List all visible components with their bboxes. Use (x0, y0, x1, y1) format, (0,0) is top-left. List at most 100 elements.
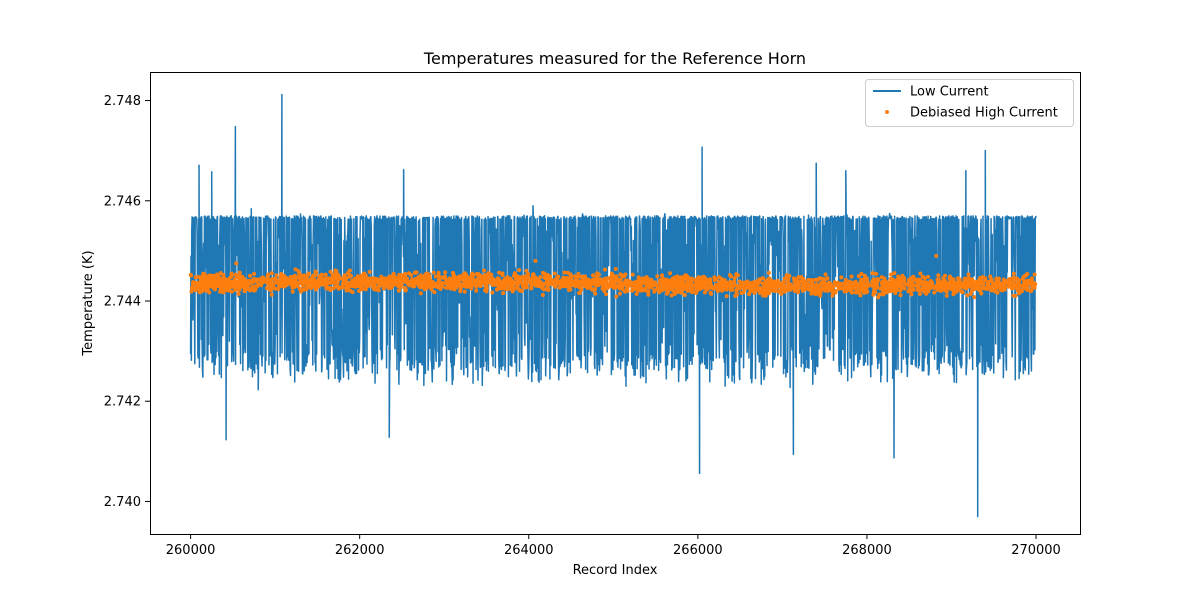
scatter-point (944, 282, 949, 287)
scatter-point (926, 282, 931, 287)
scatter-point (682, 292, 687, 297)
scatter-point (670, 285, 675, 290)
scatter-point (966, 272, 971, 277)
scatter-point (1020, 283, 1025, 288)
scatter-point (357, 289, 362, 294)
scatter-point (634, 292, 639, 297)
scatter-point (1007, 277, 1012, 282)
scatter-point (208, 275, 213, 280)
scatter-point (397, 275, 402, 280)
scatter-point (443, 270, 448, 275)
scatter-point (193, 275, 198, 280)
scatter-point (447, 279, 452, 284)
scatter-point (269, 271, 274, 276)
scatter-point (353, 277, 358, 282)
scatter-point (748, 285, 753, 290)
scatter-point (353, 281, 358, 286)
scatter-point (1013, 293, 1018, 298)
scatter-point (645, 276, 650, 281)
scatter-point (360, 282, 365, 287)
scatter-point (641, 281, 646, 286)
scatter-point (620, 287, 625, 292)
scatter-point (616, 277, 621, 282)
scatter-point (636, 275, 641, 280)
scatter-point (431, 284, 436, 289)
scatter-point (223, 288, 228, 293)
scatter-point (799, 275, 804, 280)
scatter-point (599, 277, 604, 282)
scatter-point (849, 274, 854, 279)
scatter-point (242, 280, 247, 285)
scatter-point (335, 280, 340, 285)
scatter-point (476, 272, 481, 277)
scatter-point (815, 277, 820, 282)
scatter-point (436, 273, 441, 278)
scatter-point (781, 279, 786, 284)
scatter-point (674, 285, 679, 290)
scatter-point (282, 273, 287, 278)
scatter-point (458, 284, 463, 289)
scatter-point (236, 291, 241, 296)
scatter-point (862, 282, 867, 287)
scatter-point (342, 273, 347, 278)
scatter-point (557, 285, 562, 290)
scatter-point (687, 288, 692, 293)
scatter-point (721, 286, 726, 291)
scatter-point (621, 274, 626, 279)
scatter-point (951, 277, 956, 282)
scatter-point (693, 290, 698, 295)
scatter-point (298, 289, 303, 294)
scatter-point (1026, 280, 1031, 285)
scatter-point (528, 277, 533, 282)
scatter-point (380, 279, 385, 284)
scatter-point (769, 288, 774, 293)
scatter-point (911, 274, 916, 279)
scatter-point (208, 280, 213, 285)
scatter-point (216, 277, 221, 282)
scatter-point (333, 275, 338, 280)
scatter-point (417, 278, 422, 283)
scatter-point (221, 277, 226, 282)
scatter-point (439, 284, 444, 289)
scatter-point (403, 279, 408, 284)
scatter-point (979, 291, 984, 296)
scatter-point (971, 281, 976, 286)
scatter-point (957, 283, 962, 288)
scatter-point (252, 277, 257, 282)
scatter-point (284, 280, 289, 285)
scatter-point (268, 283, 273, 288)
scatter-point (708, 284, 713, 289)
scatter-point (484, 279, 489, 284)
scatter-point (838, 281, 843, 286)
scatter-point (316, 284, 321, 289)
scatter-point (818, 290, 823, 295)
scatter-point (588, 280, 593, 285)
scatter-point (1012, 283, 1017, 288)
scatter-point (622, 280, 627, 285)
scatter-point (1033, 281, 1038, 286)
scatter-point (276, 287, 281, 292)
scatter-point (570, 283, 575, 288)
scatter-point (724, 294, 729, 299)
scatter-point (617, 285, 622, 290)
scatter-point (734, 288, 739, 293)
scatter-point (320, 276, 325, 281)
scatter-point (966, 283, 971, 288)
scatter-point (938, 288, 943, 293)
scatter-point (456, 275, 461, 280)
scatter-point (681, 284, 686, 289)
scatter-point (387, 274, 392, 279)
scatter-point (483, 288, 488, 293)
scatter-point (628, 280, 633, 285)
scatter-point (265, 274, 270, 279)
scatter-point (758, 287, 763, 292)
scatter-point (944, 293, 949, 298)
scatter-point (631, 284, 636, 289)
scatter-point (190, 281, 195, 286)
scatter-point (556, 274, 561, 279)
scatter-point (659, 283, 664, 288)
scatter-point (443, 285, 448, 290)
scatter-point (500, 273, 505, 278)
scatter-point (194, 287, 199, 292)
scatter-point (916, 281, 921, 286)
